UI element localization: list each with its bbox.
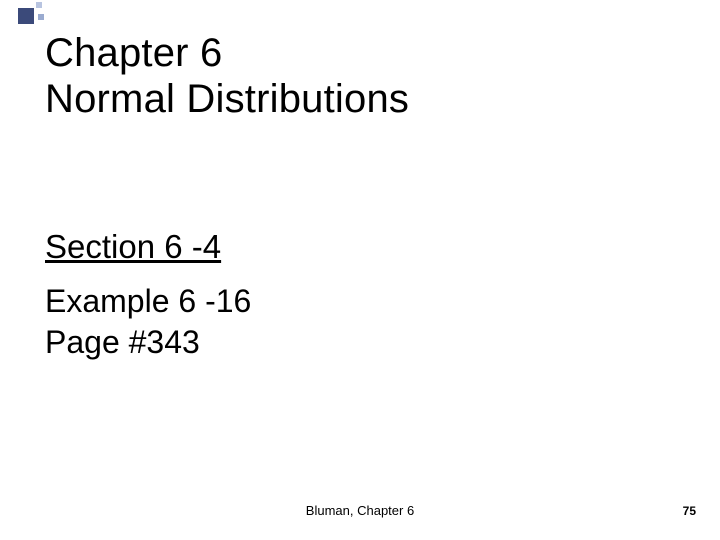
chapter-title-line1: Chapter 6 — [45, 30, 680, 76]
page-ref: Page #343 — [45, 322, 680, 364]
chapter-title-line2: Normal Distributions — [45, 76, 680, 122]
deco-square-small-bottom — [38, 14, 44, 20]
corner-decoration — [0, 0, 60, 28]
deco-square-small-top — [36, 2, 42, 8]
slide-number: 75 — [683, 504, 696, 518]
example-line: Example 6 -16 — [45, 281, 680, 323]
footer-citation: Bluman, Chapter 6 — [0, 503, 720, 518]
section-heading: Section 6 -4 — [45, 227, 680, 267]
slide-content: Chapter 6 Normal Distributions Section 6… — [45, 30, 680, 364]
deco-square-large — [18, 8, 34, 24]
